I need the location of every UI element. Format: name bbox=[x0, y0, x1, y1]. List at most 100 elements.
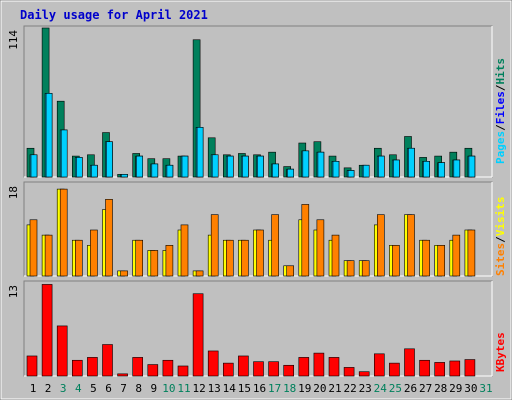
bar-sites-23 bbox=[361, 260, 370, 277]
day-labels: 1 2 3 4 5 6 7 8 9 10 11 12 13 14 15 16 17 18 19 20 21 22 23 24 2… bbox=[30, 382, 493, 395]
bar-sites-3 bbox=[59, 188, 68, 277]
bar-pages-14 bbox=[227, 155, 234, 178]
day-label-5: 5 bbox=[90, 382, 97, 395]
bar-sites-10 bbox=[165, 245, 174, 277]
day-label-3: 3 bbox=[60, 382, 67, 395]
bar-kbytes-2 bbox=[41, 284, 53, 377]
bar-pages-4 bbox=[76, 157, 83, 178]
bar-pages-27 bbox=[423, 161, 430, 178]
bar-sites-19 bbox=[301, 204, 310, 277]
bar-pages-2 bbox=[45, 93, 53, 178]
bar-kbytes-15 bbox=[238, 355, 249, 377]
bar-pages-11 bbox=[181, 155, 189, 178]
bar-kbytes-17 bbox=[268, 361, 279, 377]
legend-visits-sites-part-2: Visits bbox=[494, 197, 507, 237]
bar-kbytes-9 bbox=[147, 364, 159, 377]
day-label-23: 23 bbox=[359, 382, 372, 395]
bar-pages-1 bbox=[30, 154, 38, 178]
bar-kbytes-5 bbox=[87, 357, 98, 377]
bar-pages-6 bbox=[106, 141, 113, 178]
bar-kbytes-4 bbox=[72, 359, 83, 377]
bar-sites-17 bbox=[271, 214, 279, 277]
legend-visits-sites-part-1: / bbox=[494, 236, 507, 243]
y-max-label-hits-files-pages: 114 bbox=[7, 30, 20, 50]
bar-pages-24 bbox=[377, 155, 385, 178]
bar-sites-8 bbox=[135, 239, 143, 277]
bar-kbytes-10 bbox=[162, 359, 174, 377]
bar-pages-15 bbox=[242, 155, 249, 178]
day-label-16: 16 bbox=[253, 382, 266, 395]
bar-sites-25 bbox=[392, 245, 400, 277]
bar-sites-28 bbox=[437, 245, 446, 277]
legend-hits-files-pages-part-3: / bbox=[494, 84, 507, 91]
panel-kbytes: 13 bbox=[7, 280, 493, 377]
day-label-15: 15 bbox=[238, 382, 251, 395]
bar-pages-3 bbox=[60, 129, 68, 178]
bar-kbytes-13 bbox=[207, 350, 219, 377]
day-label-11: 11 bbox=[177, 382, 190, 395]
day-label-9: 9 bbox=[150, 382, 157, 395]
bar-sites-13 bbox=[210, 214, 219, 277]
day-label-31: 31 bbox=[479, 382, 492, 395]
bar-sites-26 bbox=[407, 214, 415, 277]
bar-pages-22 bbox=[347, 170, 355, 178]
bar-pages-8 bbox=[136, 155, 143, 178]
y-max-label-visits-sites: 18 bbox=[7, 186, 20, 199]
bar-kbytes-7 bbox=[117, 373, 128, 377]
bar-sites-24 bbox=[376, 214, 385, 277]
bar-kbytes-19 bbox=[298, 357, 310, 377]
bar-pages-29 bbox=[453, 159, 461, 178]
bar-pages-26 bbox=[408, 147, 415, 178]
bar-kbytes-8 bbox=[132, 357, 143, 377]
bar-pages-19 bbox=[302, 150, 310, 178]
bar-pages-18 bbox=[287, 168, 295, 178]
panel-visits-sites: 18 bbox=[7, 181, 493, 277]
legend-visits-sites: Sites/Visits bbox=[494, 197, 507, 277]
bar-pages-28 bbox=[438, 162, 446, 178]
day-label-24: 24 bbox=[374, 382, 388, 395]
bar-pages-23 bbox=[362, 164, 370, 178]
bar-sites-27 bbox=[422, 239, 430, 277]
bar-kbytes-28 bbox=[434, 362, 446, 377]
panels: 114 18 13 bbox=[7, 25, 493, 377]
bar-sites-21 bbox=[331, 234, 340, 277]
bar-pages-10 bbox=[166, 164, 174, 178]
legend-hits-files-pages-part-1: / bbox=[494, 124, 507, 131]
bar-pages-12 bbox=[196, 127, 204, 178]
bar-kbytes-23 bbox=[358, 371, 370, 377]
bar-kbytes-6 bbox=[102, 344, 113, 377]
legend-hits-files-pages-part-0: Pages bbox=[494, 131, 507, 164]
bar-sites-6 bbox=[105, 199, 113, 277]
day-label-14: 14 bbox=[223, 382, 237, 395]
bar-kbytes-12 bbox=[192, 293, 204, 377]
bar-sites-15 bbox=[241, 239, 249, 277]
day-label-25: 25 bbox=[389, 382, 402, 395]
day-label-6: 6 bbox=[105, 382, 112, 395]
bar-sites-18 bbox=[286, 265, 295, 277]
bar-sites-1 bbox=[29, 219, 38, 277]
day-label-8: 8 bbox=[135, 382, 142, 395]
legend-hits-files-pages-part-2: Files bbox=[494, 91, 507, 124]
bar-sites-16 bbox=[256, 229, 264, 277]
day-label-30: 30 bbox=[464, 382, 477, 395]
bar-sites-7 bbox=[120, 270, 128, 277]
day-label-29: 29 bbox=[449, 382, 462, 395]
bar-kbytes-1 bbox=[26, 355, 38, 377]
bar-kbytes-22 bbox=[343, 367, 355, 377]
bar-pages-9 bbox=[151, 163, 159, 178]
bar-kbytes-26 bbox=[404, 348, 415, 377]
bar-pages-5 bbox=[91, 164, 98, 178]
day-label-7: 7 bbox=[120, 382, 127, 395]
day-label-1: 1 bbox=[30, 382, 37, 395]
chart-title: Daily usage for April 2021 bbox=[20, 8, 208, 22]
day-label-22: 22 bbox=[343, 382, 356, 395]
legend-kbytes-part-0: KBytes bbox=[494, 332, 507, 372]
bar-pages-7 bbox=[121, 174, 128, 178]
panel-hits-files-pages: 114 bbox=[7, 25, 493, 178]
day-label-19: 19 bbox=[298, 382, 311, 395]
bar-pages-17 bbox=[272, 163, 279, 178]
bar-kbytes-29 bbox=[449, 360, 461, 377]
bar-kbytes-25 bbox=[389, 362, 400, 377]
